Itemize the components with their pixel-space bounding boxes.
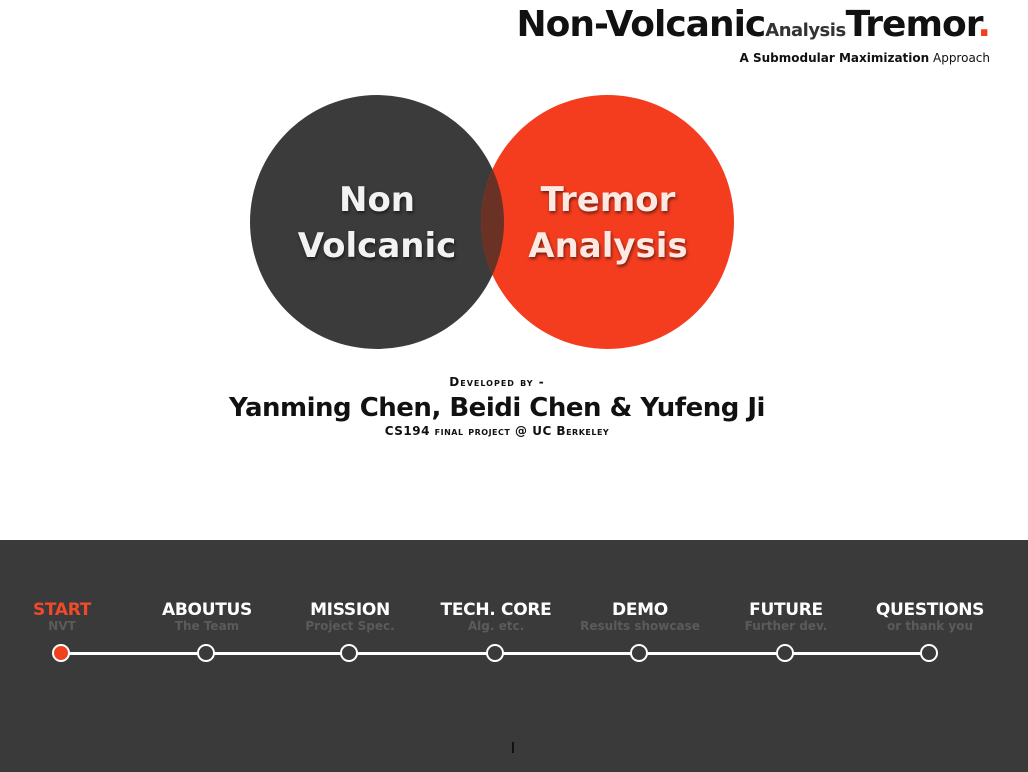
app-subtitle: A Submodular Maximization Approach: [0, 51, 990, 65]
timeline-dot[interactable]: [776, 644, 794, 662]
venn-left-line-1: Non: [338, 180, 416, 220]
navigation-footer: START NVT ABOUTUS The Team MISSION Proje…: [0, 540, 1028, 772]
nav-sublabel: Alg. etc.: [467, 619, 525, 633]
nav-item-questions[interactable]: QUESTIONS or thank you: [855, 600, 1005, 662]
venn-right-line-1: Tremor: [540, 180, 676, 220]
venn-overlap: [481, 95, 735, 349]
project-caption: CS194 final project @ UC Berkeley: [384, 424, 610, 438]
venn-right-line-2: Analysis: [528, 226, 688, 266]
venn-circle-left: [250, 95, 504, 349]
timeline-dot[interactable]: [197, 644, 215, 662]
nav-item-future[interactable]: FUTURE Further dev.: [711, 600, 861, 662]
venn-left-line-2: Volcanic: [297, 226, 457, 266]
nav-item-tech-core[interactable]: TECH. CORE Alg. etc.: [421, 600, 571, 662]
timeline-dot[interactable]: [340, 644, 358, 662]
timeline-dot[interactable]: [486, 644, 504, 662]
developer-names: Yanming Chen, Beidi Chen & Yufeng Ji: [229, 393, 765, 423]
title-part-2: Tremor: [845, 4, 979, 45]
page-title: Non-VolcanicAnalysisTremor. A Submodular…: [0, 4, 991, 65]
nav-label: DEMO: [612, 600, 668, 620]
subtitle-rest: Approach: [929, 51, 990, 65]
nav-sublabel: NVT: [48, 619, 76, 633]
nav-item-start[interactable]: START NVT: [0, 600, 137, 662]
nav-label: START: [32, 600, 92, 620]
nav-item-demo[interactable]: DEMO Results showcase: [565, 600, 715, 662]
title-accent-dot: .: [977, 4, 991, 45]
nav-sublabel: Further dev.: [744, 619, 828, 633]
timeline-dot[interactable]: [920, 644, 938, 662]
venn-left-label: Non Volcanic: [250, 177, 504, 269]
venn-circle-right: [481, 95, 734, 349]
nav-sublabel: The Team: [174, 619, 240, 633]
app-title: Non-VolcanicAnalysisTremor.: [0, 4, 991, 52]
title-part-1: Non-Volcanic: [516, 4, 767, 45]
nav-label: QUESTIONS: [875, 600, 985, 620]
nav-item-mission[interactable]: MISSION Project Spec.: [275, 600, 425, 662]
nav-label: MISSION: [310, 600, 390, 620]
nav-item-aboutus[interactable]: ABOUTUS The Team: [132, 600, 282, 662]
nav-sublabel: Results showcase: [580, 619, 700, 633]
nav-label: FUTURE: [749, 600, 823, 620]
venn-diagram: Non Volcanic Tremor Analysis: [250, 95, 734, 349]
nav-sublabel: or thank you: [886, 619, 974, 633]
timeline-dot[interactable]: [630, 644, 648, 662]
nav-label: ABOUTUS: [162, 600, 252, 620]
nav-label: TECH. CORE: [440, 600, 552, 620]
developed-by-label: Developed by -: [449, 375, 545, 389]
venn-right-label: Tremor Analysis: [481, 177, 735, 269]
title-small-word: Analysis: [765, 20, 846, 41]
text-cursor: [512, 742, 514, 753]
timeline-dot[interactable]: [52, 644, 70, 662]
nav-sublabel: Project Spec.: [305, 619, 395, 633]
subtitle-bold: A Submodular Maximization: [739, 51, 930, 65]
